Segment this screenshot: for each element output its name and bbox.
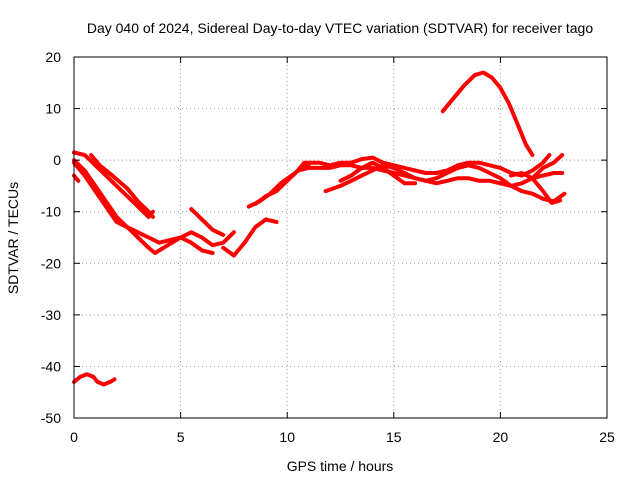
y-tick-label: 0 [53, 152, 61, 168]
y-axis-label: SDTVAR / TECUs [5, 182, 21, 294]
series-arc-14 [509, 171, 563, 205]
series-arc-9 [253, 153, 552, 206]
plot-frame [73, 56, 608, 419]
x-tick-label: 15 [386, 429, 402, 445]
y-tick-label: -40 [41, 358, 61, 374]
y-tick-label: 20 [45, 49, 61, 65]
x-tick-label: 10 [279, 429, 295, 445]
chart-title: Day 040 of 2024, Sidereal Day-to-day VTE… [87, 20, 594, 36]
series-arc-10 [295, 163, 565, 188]
series-arc-15 [530, 153, 565, 181]
y-tick-label: -20 [41, 255, 61, 271]
series-arc-1 [72, 150, 155, 219]
x-tick-label: 20 [493, 429, 509, 445]
y-tick-label: -30 [41, 307, 61, 323]
series-arc-5 [89, 153, 155, 219]
series-arc-13 [440, 70, 535, 157]
series-arc-16 [72, 372, 117, 387]
series-arc-12 [338, 160, 418, 186]
x-tick-label: 5 [177, 429, 185, 445]
series-arc-2 [72, 158, 236, 255]
series-arc-6 [189, 207, 226, 237]
series-layer [72, 70, 567, 387]
x-axis-label: GPS time / hours [287, 458, 394, 474]
series-arc-11 [323, 163, 567, 204]
x-tick-label: 25 [599, 429, 615, 445]
y-tick-label: 10 [45, 101, 61, 117]
y-tick-label: -50 [41, 410, 61, 426]
x-tick-label: 0 [70, 429, 78, 445]
grid [74, 57, 607, 418]
series-arc-7 [221, 217, 279, 258]
series-arc-4 [72, 173, 81, 183]
tick-layer: 0 5 10 15 20 25 -50 -40 -30 -20 -10 0 10 20 [41, 49, 615, 445]
series-arc-3 [72, 160, 215, 255]
y-tick-label: -10 [41, 204, 61, 220]
